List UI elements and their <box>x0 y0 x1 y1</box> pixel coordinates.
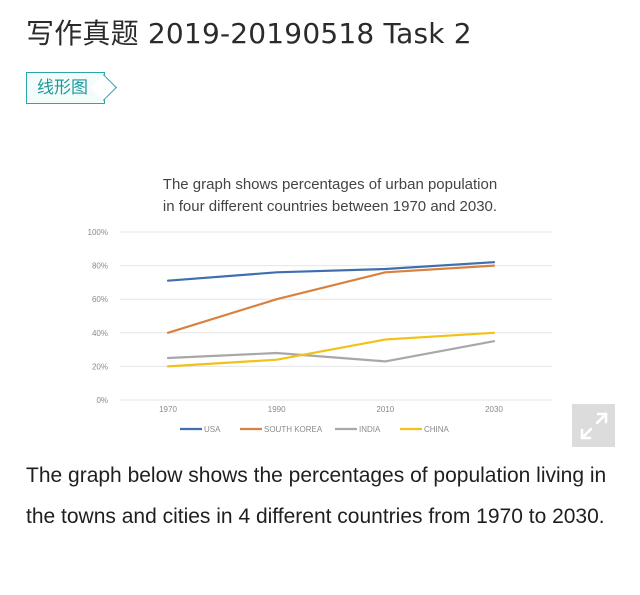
y-tick-label: 100% <box>88 228 108 237</box>
chart-title: The graph shows percentages of urban pop… <box>120 174 540 218</box>
line-chart: 0% 20% 40% 60% 80% 100% 1970 1990 2010 2030 USA SOU… <box>88 228 552 434</box>
expand-button[interactable] <box>572 404 615 447</box>
y-tick-label: 80% <box>92 262 108 271</box>
x-tick-label: 1990 <box>268 405 286 414</box>
series-line-china <box>166 331 496 368</box>
y-tick-label: 40% <box>92 329 108 338</box>
tag-arrow-icon <box>90 74 117 101</box>
legend-label: CHINA <box>424 425 450 434</box>
x-tick-label: 2030 <box>485 405 503 414</box>
y-tick-label: 20% <box>92 362 108 371</box>
chart-title-line1: The graph shows percentages of urban pop… <box>162 176 498 193</box>
expand-icon <box>580 412 607 439</box>
description-text: The graph below shows the percentages of… <box>26 464 607 528</box>
chart-figure: The graph shows percentages of urban pop… <box>80 160 620 450</box>
x-tick-label: 2010 <box>376 405 394 414</box>
chart-title-line2: in four different countries between 1970… <box>162 198 498 215</box>
category-tag-label: 线形图 <box>37 78 88 98</box>
legend-label: USA <box>204 425 221 434</box>
series-line-india <box>166 340 496 363</box>
legend-label: INDIA <box>359 425 381 434</box>
x-tick-label: 1970 <box>159 405 177 414</box>
page-title: 写作真题 2019-20190518 Task 2 <box>26 17 472 50</box>
legend-label: SOUTH KOREA <box>264 425 323 434</box>
series-line-usa <box>166 261 496 282</box>
series-line-south-korea <box>166 264 496 334</box>
category-tag[interactable]: 线形图 <box>26 72 117 104</box>
y-tick-label: 0% <box>96 396 108 405</box>
y-tick-label: 60% <box>92 295 108 304</box>
